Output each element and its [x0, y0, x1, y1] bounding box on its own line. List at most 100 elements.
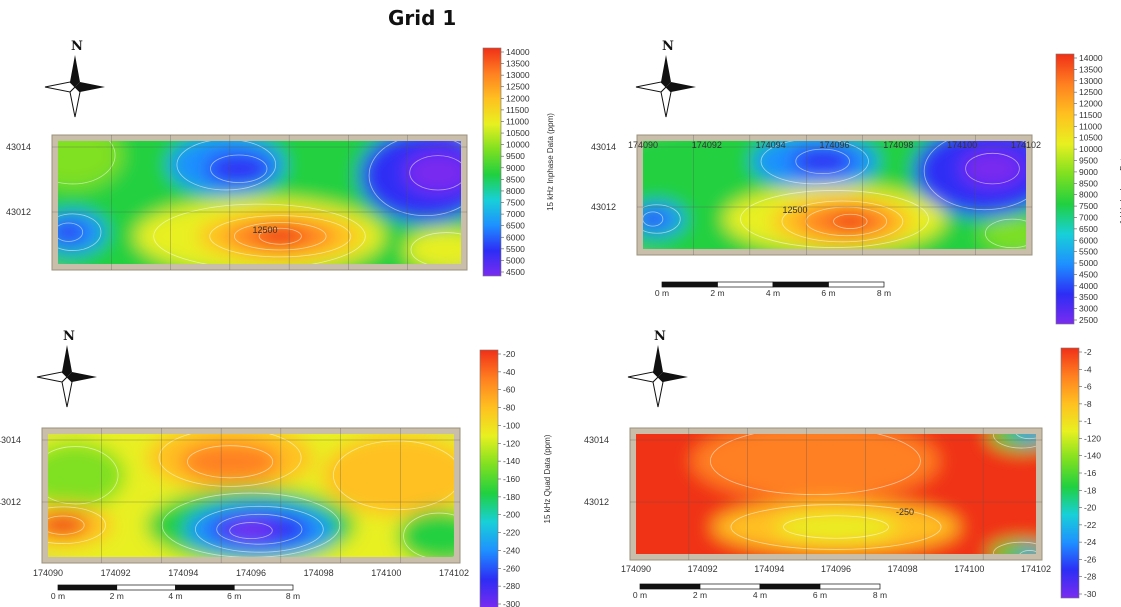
- north-label: N: [662, 39, 674, 54]
- contour-line: [153, 203, 366, 264]
- contour-line: [1019, 550, 1036, 554]
- anomaly: [960, 150, 1025, 187]
- colorbar-tick: 9000: [1079, 167, 1098, 177]
- contour-line: [833, 213, 868, 229]
- contour-line: [783, 515, 889, 539]
- contour-line: [965, 152, 1020, 185]
- contour-line: [58, 222, 84, 242]
- anomaly: [179, 442, 281, 481]
- contour-line: [258, 227, 302, 245]
- colorbar-tick: -260: [503, 563, 520, 573]
- north-label: N: [71, 39, 83, 54]
- colorbar: [1055, 53, 1075, 325]
- contour-line: [195, 505, 324, 553]
- anomaly: [205, 152, 272, 185]
- colorbar-tick: -28: [1084, 572, 1097, 582]
- x-tick-label: 174100: [371, 568, 401, 578]
- x-tick-label: 174090: [628, 140, 658, 150]
- colorbar-tick: 10000: [506, 140, 530, 150]
- colorbar: [1060, 347, 1080, 599]
- colorbar-tick: -160: [503, 474, 520, 484]
- colorbar-tick: 7500: [506, 198, 525, 208]
- contour-line: [992, 434, 1036, 449]
- colorbar-tick: 13500: [506, 59, 530, 69]
- map-bottom-left: N 43014 43012 174090 174092 174094 174096 17409…: [0, 329, 552, 607]
- contour-line: [58, 213, 102, 251]
- colorbar-tick: -140: [503, 456, 520, 466]
- contour-line: [1015, 434, 1036, 440]
- colorbar-tick: 12500: [506, 82, 530, 92]
- colorbar-tick: -40: [503, 367, 516, 377]
- colorbar-tick: -100: [503, 420, 520, 430]
- heatmap: [643, 141, 1026, 249]
- scale-bar-label: 0 m: [633, 590, 647, 600]
- y-tick-label: 43012: [591, 202, 616, 212]
- contour-line: [368, 141, 461, 217]
- colorbar-tick: 5000: [1079, 258, 1098, 268]
- contour-line: [48, 515, 85, 535]
- contour-line: [410, 232, 461, 264]
- x-tick-label: 174090: [621, 564, 651, 574]
- contour-line: [48, 506, 106, 544]
- colorbar-tick: -120: [503, 438, 520, 448]
- scale-bar-label: 0 m: [51, 591, 65, 601]
- contour-line: [730, 504, 942, 550]
- colorbar-tick: 8500: [1079, 178, 1098, 188]
- north-label: N: [63, 329, 75, 344]
- y-tick-label: 43012: [0, 497, 21, 507]
- colorbar-tick: -220: [503, 528, 520, 538]
- colorbar-label: 1 kHz Inphase Data: [1119, 153, 1121, 224]
- contour-line: [709, 434, 921, 496]
- colorbar-tick: 5500: [506, 244, 525, 254]
- contour-line: [48, 446, 119, 505]
- colorbar-tick: 14000: [1079, 53, 1103, 63]
- x-tick-label: 174100: [947, 140, 977, 150]
- colorbar-tick: -280: [503, 581, 520, 591]
- anomaly: [691, 434, 939, 501]
- contour-line: [187, 445, 274, 479]
- x-tick-label: 174098: [883, 140, 913, 150]
- contour-line: [984, 218, 1026, 249]
- scale-bar-label: 2 m: [110, 591, 124, 601]
- x-tick-label: 174102: [1011, 140, 1041, 150]
- scale-bar-label: 4 m: [766, 288, 780, 298]
- anomaly: [225, 521, 277, 541]
- page-title: Grid 1: [388, 6, 457, 30]
- map-top-right: N 43014 43012 174090 174092 174094 174096 17409…: [591, 39, 1121, 325]
- contour-line: [209, 215, 352, 258]
- contour-label: -250: [896, 507, 914, 517]
- contour-label: 12500: [782, 205, 807, 215]
- colorbar-label: 15 kHz Quad Data (ppm): [543, 434, 552, 523]
- colorbar-tick: -240: [503, 545, 520, 555]
- x-tick-label: 174094: [168, 568, 198, 578]
- y-tick-label: 43012: [6, 207, 31, 217]
- colorbar-tick: -20: [503, 349, 516, 359]
- colorbar-tick: 12500: [1079, 87, 1103, 97]
- x-tick-label: 174096: [236, 568, 266, 578]
- contour-line: [403, 512, 454, 557]
- anomaly: [58, 221, 86, 243]
- scale-bar-label: 6 m: [227, 591, 241, 601]
- x-tick-label: 174096: [821, 564, 851, 574]
- colorbar-tick: 6000: [506, 232, 525, 242]
- colorbar-tick: -200: [503, 510, 520, 520]
- north-arrow: N: [635, 39, 696, 118]
- scale-bar-label: 4 m: [168, 591, 182, 601]
- scale-bar-label: 2 m: [710, 288, 724, 298]
- y-tick-label: 43014: [591, 142, 616, 152]
- colorbar-tick: -8: [1084, 399, 1092, 409]
- anomaly: [48, 441, 126, 509]
- y-tick-label: 43014: [6, 142, 31, 152]
- contour-label: 12500: [252, 225, 277, 235]
- colorbar-tick: 11000: [1079, 121, 1102, 131]
- colorbar-tick: -30: [1084, 589, 1097, 599]
- x-tick-label: 174100: [954, 564, 984, 574]
- colorbar-tick: 5500: [1079, 247, 1098, 257]
- colorbar-label: 15 kHz Inphase Data (ppm): [546, 113, 555, 211]
- anomaly: [791, 147, 855, 176]
- scale-bar-label: 8 m: [286, 591, 300, 601]
- colorbar-tick: 7000: [1079, 212, 1098, 222]
- colorbar-tick: -120: [1084, 433, 1101, 443]
- colorbar-tick: -6: [1084, 382, 1092, 392]
